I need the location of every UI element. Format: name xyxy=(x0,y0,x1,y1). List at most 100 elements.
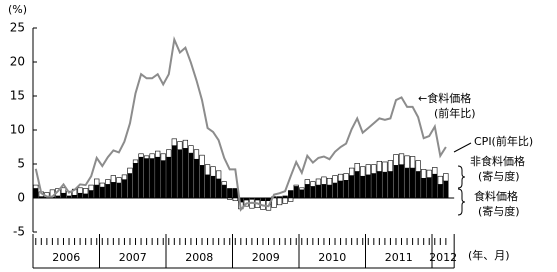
bar xyxy=(227,197,233,200)
bar xyxy=(105,179,111,185)
bar xyxy=(138,153,144,158)
bar xyxy=(216,178,222,199)
bar xyxy=(299,187,305,191)
bar xyxy=(404,167,410,199)
bar xyxy=(387,160,394,172)
legend-label: (前年比) xyxy=(434,106,476,120)
bar xyxy=(116,182,122,199)
bar xyxy=(132,163,139,199)
bar xyxy=(376,171,382,199)
bar xyxy=(33,188,39,199)
bar xyxy=(83,188,89,195)
x-group-label: 2006 xyxy=(52,251,80,264)
bar xyxy=(210,175,216,199)
bar xyxy=(177,141,183,151)
bar xyxy=(254,197,261,201)
bar xyxy=(155,150,161,158)
bar xyxy=(310,186,316,199)
bar xyxy=(409,167,416,199)
bar xyxy=(260,197,266,202)
bar xyxy=(437,175,443,185)
bar xyxy=(138,156,144,199)
brace xyxy=(457,188,466,216)
brace xyxy=(457,165,466,189)
bar xyxy=(171,145,177,199)
bar xyxy=(99,186,105,199)
bar xyxy=(426,177,432,199)
y-unit: (%) xyxy=(8,3,27,16)
bar xyxy=(188,152,194,199)
bar xyxy=(193,149,200,160)
bar xyxy=(398,164,405,199)
bar xyxy=(216,170,222,180)
x-unit: (年、月) xyxy=(468,248,510,262)
bar xyxy=(421,177,427,199)
bar xyxy=(143,155,150,159)
bar xyxy=(199,154,205,166)
bar xyxy=(88,190,94,199)
bar xyxy=(354,163,360,172)
bar xyxy=(160,160,166,199)
bar xyxy=(326,177,333,186)
x-group-label: 2009 xyxy=(252,251,280,264)
bar xyxy=(121,179,128,199)
bar xyxy=(415,160,421,172)
bar xyxy=(293,184,299,187)
bar xyxy=(360,175,366,199)
y-tick-label: -5 xyxy=(13,225,25,239)
bar xyxy=(155,156,161,199)
y-tick-label: 0 xyxy=(17,191,25,205)
line xyxy=(34,36,447,212)
annotation: CPI(前年比) xyxy=(474,134,533,148)
bar xyxy=(432,173,438,199)
bar xyxy=(443,180,449,199)
bar xyxy=(409,156,416,169)
bar xyxy=(221,181,227,186)
bar xyxy=(326,184,333,199)
annotation-pointer xyxy=(453,142,472,153)
bar xyxy=(271,197,277,208)
bar xyxy=(443,173,449,182)
bar xyxy=(77,187,83,194)
bar xyxy=(321,176,327,185)
bar xyxy=(276,197,283,206)
x-group-label: 2008 xyxy=(185,251,213,264)
bar xyxy=(121,174,128,180)
y-tick-label: 25 xyxy=(10,21,25,35)
bar xyxy=(210,166,216,177)
bar xyxy=(105,184,111,199)
y-tick-label: 5 xyxy=(17,157,25,171)
bar xyxy=(398,153,405,165)
bar xyxy=(332,175,338,184)
bar xyxy=(232,188,238,199)
bar xyxy=(393,154,399,166)
bar xyxy=(204,164,211,176)
bar xyxy=(343,173,349,181)
y-tick-label: 15 xyxy=(10,89,25,103)
y-tick-label: 20 xyxy=(10,55,25,69)
bar xyxy=(349,167,355,176)
bar xyxy=(110,175,116,183)
bar xyxy=(393,165,399,199)
bar xyxy=(227,188,233,199)
bar xyxy=(193,158,200,199)
bar xyxy=(221,184,227,199)
bar xyxy=(337,180,344,199)
bar xyxy=(88,184,94,191)
bar xyxy=(349,175,355,199)
bar xyxy=(127,173,133,199)
bar xyxy=(127,167,133,174)
bar xyxy=(321,184,327,199)
bar xyxy=(337,173,344,182)
bar xyxy=(33,184,39,189)
bar xyxy=(332,182,338,199)
bar xyxy=(315,178,322,186)
bar xyxy=(432,167,438,175)
bar xyxy=(160,153,166,161)
bar xyxy=(299,189,305,199)
bar xyxy=(371,164,377,174)
bar xyxy=(343,180,349,199)
bar xyxy=(83,193,89,199)
legend-label: (寄与度) xyxy=(478,169,520,183)
